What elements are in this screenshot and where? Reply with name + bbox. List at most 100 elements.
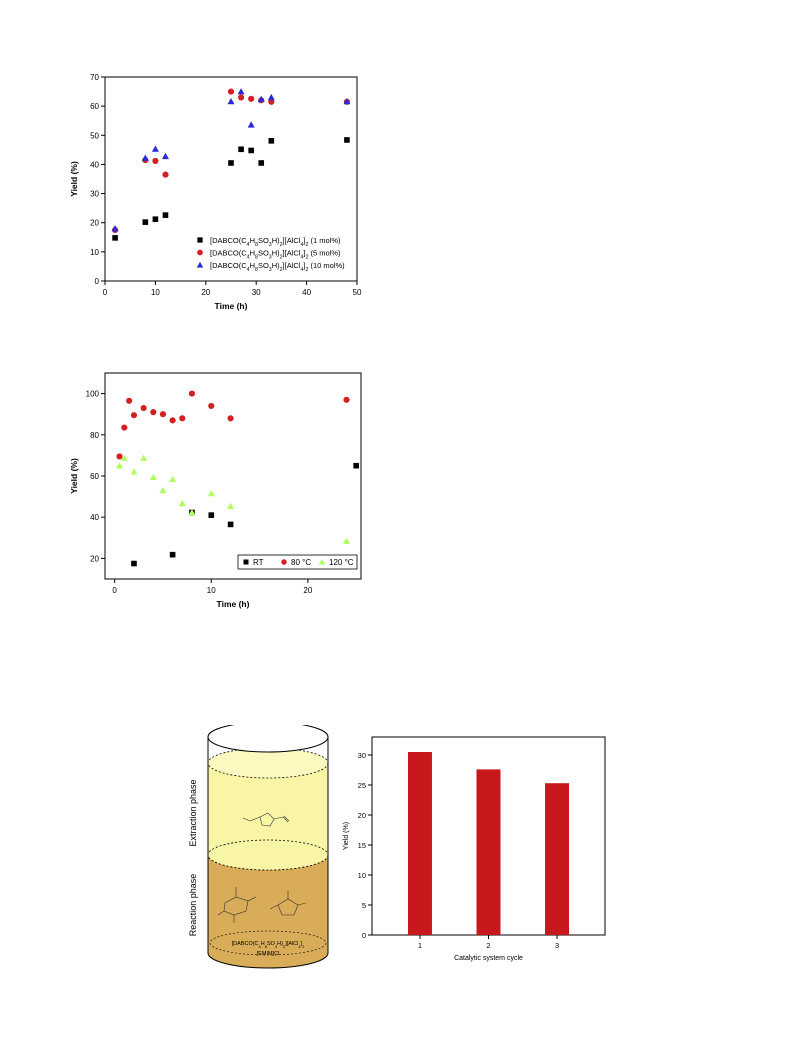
data-point (120, 454, 128, 461)
data-point (152, 157, 159, 165)
x-tick-label: 30 (252, 288, 261, 297)
data-point (116, 453, 123, 460)
reaction-phase-layer (207, 854, 329, 969)
data-point (140, 404, 147, 412)
y-tick-label: 20 (358, 811, 366, 820)
data-point (343, 537, 351, 544)
x-axis-label: Time (h) (215, 301, 248, 311)
data-point (247, 121, 255, 128)
y-tick-label: 40 (90, 160, 99, 169)
data-point (208, 512, 215, 518)
x-tick-label: 10 (207, 586, 216, 595)
legend-marker (197, 249, 203, 256)
y-axis-label: Yield (%) (69, 458, 79, 494)
data-point (179, 415, 186, 422)
data-point (227, 97, 235, 105)
x-axis-label: Time (h) (217, 599, 250, 609)
data-point (258, 160, 265, 166)
plot-frame (104, 372, 362, 580)
data-point (227, 502, 235, 510)
legend: RT 80 °C 120 °C (237, 554, 358, 570)
extraction-phase-label: Extraction phase (188, 779, 198, 846)
data-point (343, 396, 350, 403)
data-point (130, 468, 138, 475)
data-point (169, 475, 177, 483)
legend-box (237, 554, 358, 570)
data-point (343, 97, 351, 105)
x-axis-label: Catalytic system cycle (454, 955, 523, 962)
data-point (238, 146, 244, 153)
legend-label: [DABCO(C4H8SO3H)2][AlCl4]2 (5 mol%) (210, 249, 341, 261)
yield-vs-time-catalyst-loading-chart: 0 10 20 30 40 50 0 10 20 30 40 50 60 70 Time (h) Yield … (60, 66, 370, 316)
bar (545, 783, 570, 935)
legend-marker (243, 559, 249, 565)
data-point (159, 411, 167, 418)
y-tick-label: 10 (358, 871, 366, 880)
data-point (178, 499, 186, 507)
plot-frame (104, 76, 358, 282)
data-point (152, 216, 159, 223)
y-tick-label: 40 (90, 513, 99, 522)
y-tick-label: 0 (95, 277, 100, 286)
data-point (169, 417, 176, 424)
data-point (188, 508, 196, 516)
data-point (227, 415, 234, 422)
catalyst-label: [DABCO(C4H8SO3H)2][AlCl4]2 (232, 941, 305, 949)
y-tick-label: 30 (90, 190, 99, 199)
data-point (115, 462, 123, 469)
x-tick-label: 20 (303, 586, 312, 595)
data-point (237, 88, 245, 95)
series-1 (131, 462, 359, 567)
data-point (140, 454, 148, 461)
bar (407, 752, 432, 935)
cylinder-rim (207, 725, 329, 753)
legend-label: RT (253, 558, 264, 567)
series-3 (115, 454, 351, 544)
data-point (267, 93, 275, 101)
sugar-molecule-icon (217, 887, 307, 923)
data-point (161, 152, 169, 160)
x-tick-label: 20 (201, 288, 210, 297)
y-axis-label: Yield (%) (69, 161, 79, 197)
data-point (130, 412, 138, 419)
legend-label: 80 °C (291, 558, 311, 567)
data-point (248, 95, 255, 102)
y-tick-label: 10 (90, 248, 99, 257)
data-point (150, 409, 157, 416)
data-point (149, 473, 157, 481)
biphasic-cylinder-diagram: [DABCO(C4H8SO3H)2][AlCl4]2 [EMIM]Cl Extr… (188, 725, 329, 969)
data-point (257, 95, 265, 102)
data-point (126, 397, 133, 404)
x-tick-label: 1 (418, 941, 422, 950)
data-point (142, 219, 149, 225)
data-point (121, 424, 128, 431)
y-axis-label: Yield (%) (343, 822, 350, 850)
legend-marker (318, 558, 326, 565)
series-2 (116, 390, 350, 460)
data-point (268, 138, 275, 144)
x-tick-label: 3 (555, 941, 559, 950)
series-1 (112, 137, 350, 241)
data-point (188, 390, 196, 397)
x-tick-label: 0 (112, 586, 117, 595)
y-tick-label: 80 (90, 431, 99, 440)
data-point (159, 486, 167, 494)
extraction-phase-layer (208, 763, 328, 870)
yield-vs-time-temperature-chart: 0 10 20 20 40 60 80 100 Time (h) Yield (%) RT 80 °C… (60, 365, 370, 615)
legend-label: 120 °C (329, 558, 354, 567)
x-tick-label: 10 (151, 288, 160, 297)
data-point (141, 154, 149, 161)
data-point (151, 145, 159, 152)
data-point (112, 235, 118, 241)
data-point (208, 402, 215, 410)
data-point (353, 462, 359, 469)
recycling-bar-chart: 0 5 10 15 20 25 30 1 2 3 Catalytic system cycle Yie… (343, 736, 606, 962)
y-tick-label: 70 (90, 73, 99, 82)
y-tick-label: 100 (86, 390, 100, 399)
y-tick-label: 5 (362, 901, 366, 910)
reaction-phase-label: Reaction phase (188, 874, 198, 937)
solvent-label: [EMIM]Cl (257, 951, 280, 957)
chart-2-canvas: 0 10 20 20 40 60 80 100 Time (h) Yield (%) RT 80 °C… (69, 372, 362, 609)
x-tick-label: 50 (353, 288, 362, 297)
y-tick-label: 50 (90, 131, 99, 140)
